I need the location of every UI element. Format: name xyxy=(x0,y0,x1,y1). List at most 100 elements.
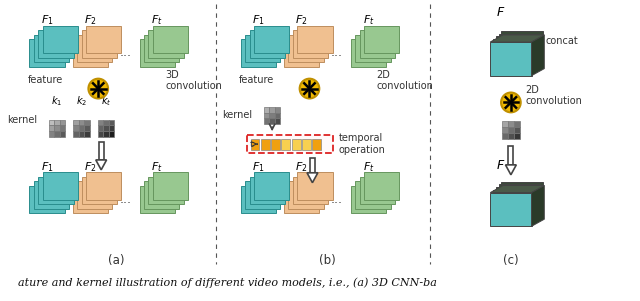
Bar xyxy=(84,131,90,137)
Bar xyxy=(79,126,84,131)
Bar xyxy=(60,131,65,137)
Bar xyxy=(73,120,79,126)
Bar xyxy=(144,35,179,62)
Bar xyxy=(302,139,311,150)
Text: $F_2$: $F_2$ xyxy=(84,160,97,174)
Bar xyxy=(73,186,108,213)
Polygon shape xyxy=(499,34,540,67)
Polygon shape xyxy=(499,184,540,218)
Bar xyxy=(54,126,60,131)
Bar xyxy=(284,39,319,67)
Bar xyxy=(148,177,184,204)
Bar xyxy=(79,120,84,126)
Bar xyxy=(292,177,328,204)
Bar xyxy=(86,172,122,200)
Bar xyxy=(34,35,69,62)
Text: $F_2$: $F_2$ xyxy=(84,13,97,27)
Bar xyxy=(514,121,520,127)
Polygon shape xyxy=(506,165,516,175)
Bar xyxy=(351,39,386,67)
Bar xyxy=(292,30,328,58)
Bar xyxy=(43,172,78,200)
Bar xyxy=(269,107,275,113)
Text: ...: ... xyxy=(331,46,343,59)
Bar xyxy=(38,177,74,204)
Bar xyxy=(264,113,269,118)
Bar xyxy=(275,113,280,118)
Bar xyxy=(282,139,291,150)
Bar xyxy=(103,120,109,126)
Circle shape xyxy=(88,79,108,98)
Bar xyxy=(250,139,259,150)
Bar xyxy=(81,30,117,58)
Bar xyxy=(241,39,276,67)
Polygon shape xyxy=(496,187,537,221)
Bar xyxy=(98,120,103,126)
Bar xyxy=(98,126,103,131)
Bar xyxy=(364,26,399,53)
Text: 2D
convolution: 2D convolution xyxy=(376,70,433,92)
Bar xyxy=(49,120,54,126)
Text: (b): (b) xyxy=(319,254,335,268)
Bar xyxy=(284,186,319,213)
Circle shape xyxy=(501,92,521,112)
Bar xyxy=(241,186,276,213)
Text: ...: ... xyxy=(120,46,132,59)
Text: feature: feature xyxy=(239,75,274,85)
Text: (a): (a) xyxy=(108,254,124,268)
Bar xyxy=(103,131,109,137)
Bar xyxy=(355,35,390,62)
Text: kernel: kernel xyxy=(222,110,253,120)
Text: feature: feature xyxy=(28,75,63,85)
Text: $F_1$: $F_1$ xyxy=(41,13,54,27)
Bar xyxy=(73,131,79,137)
Polygon shape xyxy=(493,39,534,73)
Bar xyxy=(292,139,301,150)
Bar xyxy=(264,118,269,124)
Bar xyxy=(49,126,54,131)
Bar xyxy=(508,133,514,139)
Polygon shape xyxy=(96,160,107,170)
Bar xyxy=(81,177,117,204)
Text: $F_1$: $F_1$ xyxy=(252,160,265,174)
Bar xyxy=(360,30,395,58)
Bar xyxy=(54,131,60,137)
Text: $F_2$: $F_2$ xyxy=(295,160,308,174)
Bar xyxy=(109,131,115,137)
Polygon shape xyxy=(310,158,315,173)
Polygon shape xyxy=(307,173,318,183)
Polygon shape xyxy=(501,182,543,215)
Text: $F$: $F$ xyxy=(497,159,506,172)
Text: temporal
operation: temporal operation xyxy=(339,133,386,155)
Bar xyxy=(77,35,113,62)
Text: $F_t$: $F_t$ xyxy=(363,13,374,27)
Bar xyxy=(261,139,269,150)
Polygon shape xyxy=(501,31,543,65)
Polygon shape xyxy=(493,190,534,224)
Polygon shape xyxy=(99,142,104,160)
Bar xyxy=(502,121,508,127)
Bar xyxy=(250,177,285,204)
Bar xyxy=(29,186,65,213)
Circle shape xyxy=(300,79,319,98)
Bar xyxy=(43,26,78,53)
Bar xyxy=(297,26,333,53)
Polygon shape xyxy=(508,146,513,165)
Text: (c): (c) xyxy=(503,254,518,268)
Bar xyxy=(38,30,74,58)
Text: t: t xyxy=(250,140,253,149)
Bar xyxy=(254,172,289,200)
Text: kernel: kernel xyxy=(7,115,37,125)
Bar xyxy=(508,127,514,133)
Bar xyxy=(153,26,188,53)
Bar xyxy=(245,181,280,209)
Text: ...: ... xyxy=(120,193,132,206)
Bar xyxy=(351,186,386,213)
Bar xyxy=(109,126,115,131)
Text: 3D
convolution: 3D convolution xyxy=(165,70,222,92)
Bar xyxy=(502,127,508,133)
Bar xyxy=(312,139,321,150)
Bar xyxy=(84,120,90,126)
Bar xyxy=(77,181,113,209)
Bar xyxy=(502,133,508,139)
